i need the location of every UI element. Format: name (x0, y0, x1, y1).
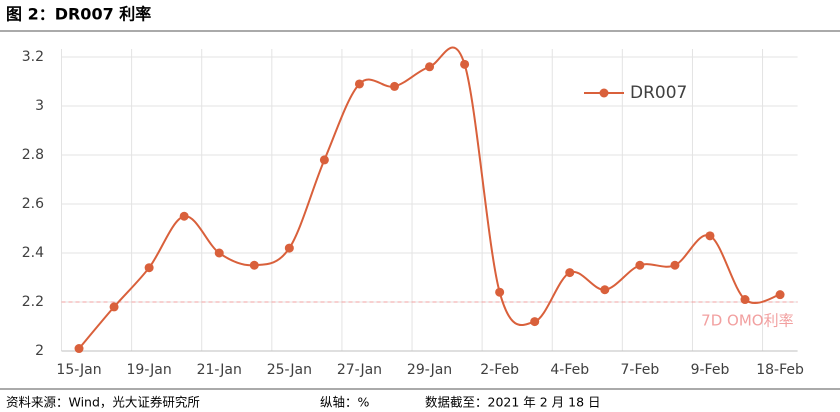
point (354, 79, 364, 89)
point (460, 59, 470, 69)
y-tick-label: 2.2 (22, 294, 44, 310)
point (600, 285, 610, 295)
footer-unit: 纵轴：% (320, 395, 370, 410)
legend-label: DR007 (630, 83, 687, 103)
point (284, 243, 294, 253)
x-tick-label: 15-Jan (56, 362, 101, 378)
x-tick-label: 9-Feb (691, 362, 730, 378)
point (495, 287, 505, 297)
point (214, 248, 224, 258)
x-tick-label: 19-Jan (127, 362, 172, 378)
chart-title: 图 2：DR007 利率 (6, 5, 151, 24)
point (249, 260, 259, 270)
y-tick-label: 3 (35, 98, 44, 114)
point (74, 344, 84, 354)
point (775, 290, 785, 300)
y-tick-label: 3.2 (22, 49, 44, 65)
point (565, 268, 575, 278)
footer-date: 数据截至：2021 年 2 月 18 日 (425, 395, 601, 410)
x-tick-label: 4-Feb (550, 362, 589, 378)
x-tick-label: 2-Feb (480, 362, 519, 378)
point (389, 81, 399, 91)
point (179, 211, 189, 221)
point (425, 62, 435, 72)
x-tick-label: 21-Jan (197, 362, 242, 378)
x-tick-label: 25-Jan (267, 362, 312, 378)
x-tick-label: 27-Jan (337, 362, 382, 378)
point (670, 260, 680, 270)
reference-label: 7D OMO利率 (701, 312, 793, 330)
point (705, 231, 715, 241)
x-tick-label: 29-Jan (407, 362, 452, 378)
y-tick-label: 2.4 (22, 245, 44, 261)
point (530, 317, 540, 327)
series-line (78, 46, 781, 350)
y-tick-label: 2.6 (22, 196, 44, 212)
footer-source: 资料来源：Wind，光大证券研究所 (6, 395, 200, 410)
x-tick-label: 18-Feb (756, 362, 804, 378)
y-tick-label: 2 (35, 343, 44, 359)
point (109, 302, 119, 312)
point (740, 295, 750, 305)
y-tick-label: 2.8 (22, 147, 44, 163)
point (144, 263, 154, 273)
legend-marker (599, 88, 609, 98)
point (635, 260, 645, 270)
x-tick-label: 7-Feb (620, 362, 659, 378)
point (319, 155, 329, 165)
